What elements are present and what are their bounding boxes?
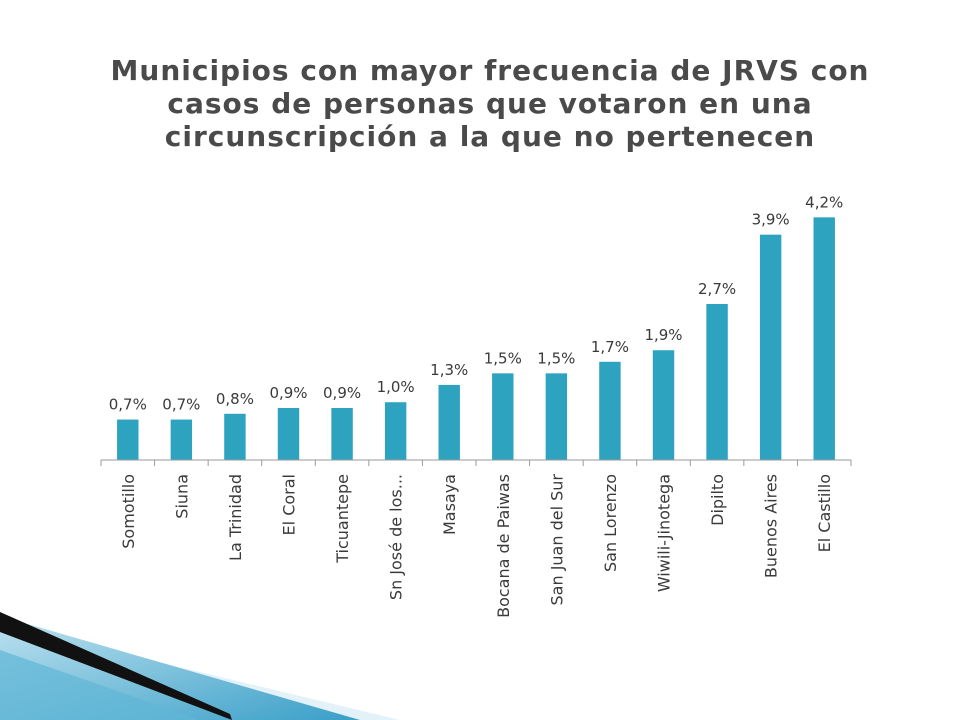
- bar-series: [117, 217, 835, 460]
- category-label: Bocana de Paiwas: [494, 474, 513, 618]
- corner-decoration: [0, 612, 400, 720]
- data-label: 4,2%: [805, 193, 843, 211]
- data-label: 0,9%: [269, 384, 307, 402]
- category-label: Ticuantepe: [333, 474, 352, 564]
- data-label: 0,9%: [323, 384, 361, 402]
- category-label: Siuna: [172, 474, 191, 519]
- category-label: San Juan del Sur: [547, 474, 566, 606]
- bar: [438, 384, 460, 460]
- bar: [545, 373, 568, 460]
- category-label: Masaya: [440, 474, 459, 535]
- bar: [492, 373, 514, 460]
- data-label: 0,7%: [109, 396, 147, 414]
- chart-title-line-1: Municipios con mayor frecuencia de JRVS …: [110, 54, 870, 87]
- chart-title-line-2: casos de personas que votaron en una: [167, 87, 813, 121]
- corner-wave-mid: [0, 650, 200, 720]
- category-label: Sn José de los...: [387, 474, 406, 600]
- bar: [117, 419, 139, 460]
- bar: [759, 234, 782, 460]
- bar: [331, 408, 353, 460]
- bar: [652, 350, 675, 460]
- bar: [706, 304, 728, 460]
- category-label: El Coral: [280, 474, 299, 535]
- category-label: San Lorenzo: [601, 474, 620, 572]
- data-label: 1,0%: [377, 378, 415, 396]
- data-labels: 0,7% 0,7% 0,8% 0,9% 0,9% 1,0% 1,3% 1,5% 1,5% 1,7%…: [109, 193, 844, 413]
- category-label: Buenos Aires: [762, 474, 781, 578]
- category-label: El Castillo: [815, 474, 834, 552]
- category-label: La Trinidad: [226, 474, 245, 561]
- bar: [170, 419, 193, 460]
- data-label: 3,9%: [752, 211, 790, 229]
- data-label: 0,8%: [216, 390, 254, 408]
- data-label: 1,5%: [537, 349, 575, 367]
- category-label: Somotillo: [119, 474, 138, 549]
- bar: [384, 402, 407, 460]
- x-axis: [100, 459, 852, 466]
- category-labels: Somotillo Siuna La Trinidad El Coral Ticuant…: [119, 474, 834, 618]
- data-label: 1,7%: [591, 338, 629, 356]
- bar: [277, 408, 300, 460]
- data-label: 1,3%: [430, 361, 468, 379]
- bar: [599, 361, 621, 460]
- data-label: 1,5%: [484, 349, 522, 367]
- data-label: 0,7%: [162, 396, 200, 414]
- data-label: 2,7%: [698, 280, 736, 298]
- chart-title-line-3: circunscripción a la que no pertenecen: [164, 120, 816, 154]
- data-label: 1,9%: [644, 326, 682, 344]
- corner-stripe-dark: [0, 612, 232, 720]
- bar: [813, 217, 835, 460]
- category-label: Wiwili-Jinotega: [655, 474, 674, 592]
- category-label: Dipilto: [708, 474, 727, 526]
- chart-title: Municipios con mayor frecuencia de JRVS …: [100, 54, 880, 153]
- bar: [224, 413, 246, 460]
